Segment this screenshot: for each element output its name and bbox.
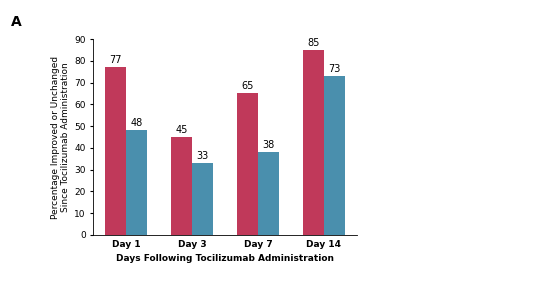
Text: 33: 33 bbox=[197, 151, 209, 161]
Text: 73: 73 bbox=[328, 64, 340, 74]
Text: 48: 48 bbox=[131, 118, 143, 128]
Text: 45: 45 bbox=[176, 125, 188, 135]
Bar bbox=[105, 67, 126, 235]
Bar bbox=[192, 163, 213, 235]
Bar bbox=[171, 137, 192, 235]
Bar bbox=[258, 152, 279, 235]
X-axis label: Days Following Tocilizumab Administration: Days Following Tocilizumab Administratio… bbox=[116, 254, 334, 263]
Text: 77: 77 bbox=[110, 55, 122, 65]
Text: 65: 65 bbox=[241, 81, 254, 91]
Bar bbox=[324, 76, 345, 235]
Text: 38: 38 bbox=[262, 140, 274, 150]
Y-axis label: Percentage Improved or Unchanged
Since Tocilizumab Administration: Percentage Improved or Unchanged Since T… bbox=[51, 55, 70, 219]
Bar bbox=[237, 94, 258, 235]
Text: A: A bbox=[11, 15, 22, 29]
Text: 85: 85 bbox=[307, 38, 320, 48]
Bar bbox=[126, 130, 148, 235]
Bar bbox=[302, 50, 324, 235]
